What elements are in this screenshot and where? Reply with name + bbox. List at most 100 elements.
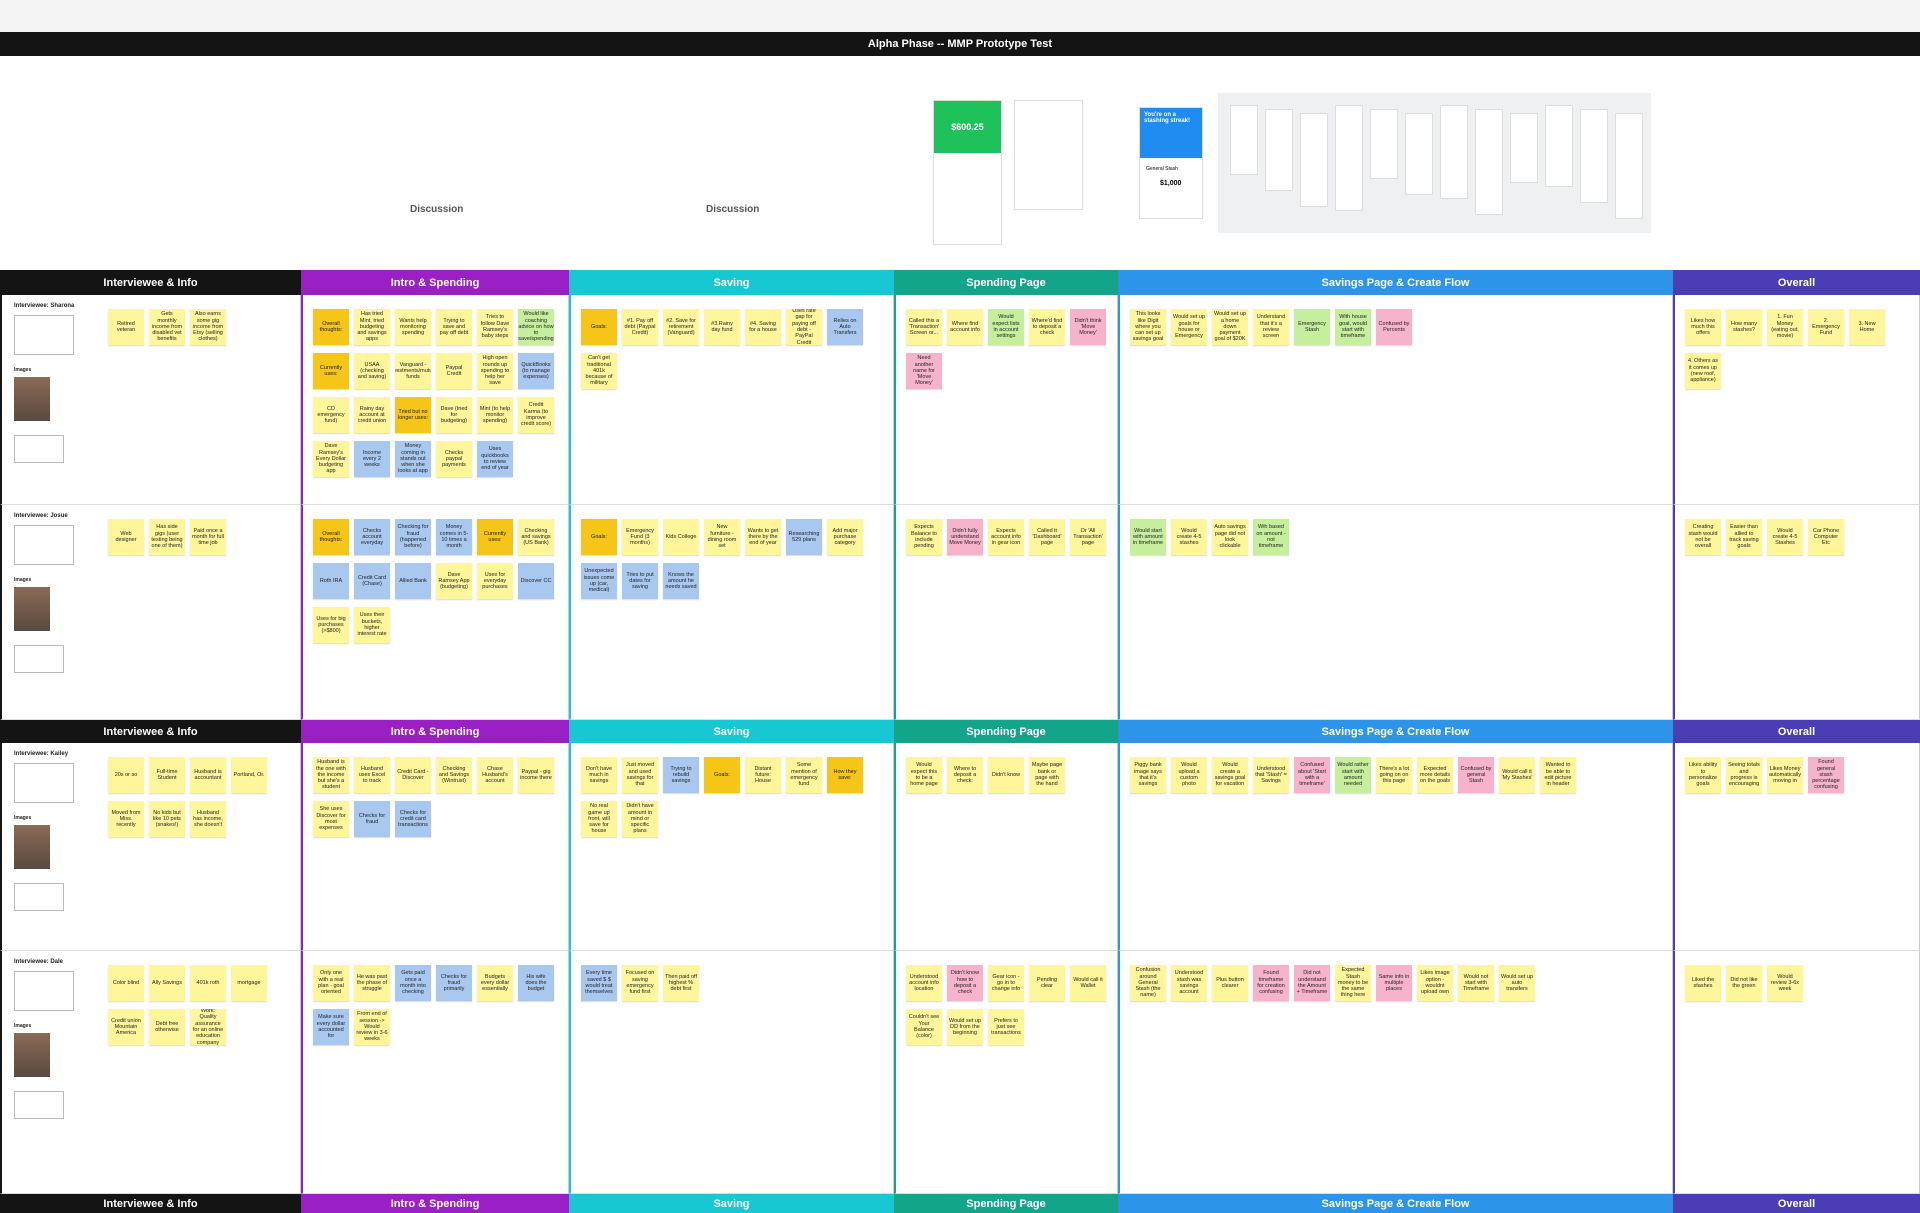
sticky-note: Make sure every dollar accounted for: [313, 1009, 349, 1045]
flow-thumbnail: [1230, 105, 1258, 175]
sticky-note: His wife does the budget: [518, 965, 554, 1001]
sticky-note: Just moved and used savings for that: [622, 757, 658, 793]
sticky-note: Add major purchase category: [827, 519, 863, 555]
sticky-note: Confused by Percents: [1376, 309, 1412, 345]
phone-mockup: $600.25: [933, 100, 1002, 245]
board-title: Alpha Phase -- MMP Prototype Test: [0, 32, 1920, 56]
sticky-note: Every time saved $ $ would treat themsel…: [581, 965, 617, 1001]
sticky-note: Would create 4-5 stashes: [1171, 519, 1207, 555]
sticky-note: Discover CC: [518, 563, 554, 599]
section-header: Saving: [569, 270, 894, 295]
notes-doc: [14, 883, 64, 911]
sticky-note: Gets paid once a month into checking: [395, 965, 431, 1001]
discussion-label: Discussion: [706, 204, 760, 215]
sticky-note: Emergency Fund (3 months): [622, 519, 658, 555]
sticky-note: Dave Ramsey's Every Dollar budgeting app: [313, 441, 349, 477]
sticky-note: She uses Discover for most expenses: [313, 801, 349, 837]
sticky-note: Can't get traditional 401k because of mi…: [581, 353, 617, 389]
sticky-note: Checks for fraud: [354, 801, 390, 837]
section-header: Spending Page: [894, 720, 1118, 743]
flow-thumbnail: [1615, 113, 1643, 219]
flow-thumbnail: [1265, 109, 1293, 191]
flow-thumbnail: [1545, 105, 1573, 187]
sticky-note: Goals:: [581, 309, 617, 345]
section-header: Overall: [1673, 720, 1920, 743]
section-header: Overall: [1673, 1194, 1920, 1213]
sticky-note: Likes how much this offers: [1685, 309, 1721, 345]
sticky-note: High open rounds up spending to help her…: [477, 353, 513, 389]
interviewee-photo: [14, 1033, 50, 1077]
sticky-note: Currently uses:: [313, 353, 349, 389]
sticky-note: Understood stash was savings account: [1171, 965, 1207, 1001]
sticky-note: Also earns some gig income from Etsy (se…: [190, 309, 226, 345]
sticky-note: He was past the phase of struggle: [354, 965, 390, 1001]
sticky-note: Uses for big purchases (>$800): [313, 607, 349, 643]
section-header: Savings Page & Create Flow: [1118, 720, 1673, 743]
sticky-note: Trying to save and pay off debt: [436, 309, 472, 345]
sticky-note: Retired veteran: [108, 309, 144, 345]
sticky-note: Didn't know how to deposit a check: [947, 965, 983, 1001]
sticky-note: 401k roth: [190, 965, 226, 1001]
sticky-note: Where to deposit a check:: [947, 757, 983, 793]
sticky-note: Goals:: [581, 519, 617, 555]
section-header: Spending Page: [894, 270, 1118, 295]
sticky-note: Checks paypal payments: [436, 441, 472, 477]
sticky-note: Expected Stash money to be the same thin…: [1335, 965, 1371, 1001]
sticky-note: Ally Savings: [149, 965, 185, 1001]
sticky-note: Found general stash percentage confusing: [1808, 757, 1844, 793]
sticky-note: Car Phone Computer Etc: [1808, 519, 1844, 555]
sticky-note: Emergency Stash: [1294, 309, 1330, 345]
interviewee-photo: [14, 587, 50, 631]
sticky-note: Wanted to be able to edit picture in hea…: [1540, 757, 1576, 793]
section-header: Interviewee & Info: [0, 1194, 301, 1213]
sticky-note: Would not start with Timeframe: [1458, 965, 1494, 1001]
phone-mockup: [1014, 100, 1083, 210]
notes-doc: [14, 435, 64, 463]
sticky-note: Debt free otherwise: [149, 1009, 185, 1045]
sticky-note: Only one with a real plan - goal oriente…: [313, 965, 349, 1001]
stash-name: General Stash: [1146, 166, 1178, 172]
info-doc: [14, 971, 74, 1011]
sticky-note: Would set up auto transfers: [1499, 965, 1535, 1001]
flow-thumbnail: [1405, 113, 1433, 195]
notes-doc: [14, 1091, 64, 1119]
sticky-note: Auto savings page did not look clickable: [1212, 519, 1248, 555]
sticky-note: Money coming in stands out when she look…: [395, 441, 431, 477]
sticky-note: Would create 4-5 Stashes: [1767, 519, 1803, 555]
sticky-note: Checking for fraud (happened before): [395, 519, 431, 555]
notes-doc: [14, 645, 64, 673]
sticky-note: Vanguard - investments/mutual funds: [395, 353, 431, 389]
sticky-note: Called this a 'Transaction' Screen or...: [906, 309, 942, 345]
streak-banner: You're on a stashing streak!: [1140, 108, 1202, 158]
sticky-note: Would rather start with amount needed: [1335, 757, 1371, 793]
section-header: Savings Page & Create Flow: [1118, 1194, 1673, 1213]
sticky-note: Didn't have amount in mind or specific p…: [622, 801, 658, 837]
sticky-note: Allied Bank: [395, 563, 431, 599]
balance: $600.25: [934, 101, 1001, 153]
sticky-note: Creating stash would not be overall: [1685, 519, 1721, 555]
sticky-note: Pending clear: [1029, 965, 1065, 1001]
sticky-note: Expects Balance to include pending: [906, 519, 942, 555]
sticky-note: Understood that 'Stash' = Savings: [1253, 757, 1289, 793]
interviewee-photo: [14, 825, 50, 869]
section-header: Interviewee & Info: [0, 270, 301, 295]
sticky-note: Confusion around General Stash (the name…: [1130, 965, 1166, 1001]
sticky-note: #2. Save for retirement (Vanguard): [663, 309, 699, 345]
images-label: Images: [14, 577, 32, 583]
sticky-note: Color blind: [108, 965, 144, 1001]
sticky-note: Chase Husband's account: [477, 757, 513, 793]
sticky-note: Work: Quality assurance for an online ed…: [190, 1009, 226, 1045]
flow-thumbnail: [1370, 109, 1398, 179]
sticky-note: Checking and Savings (Wintrust): [436, 757, 472, 793]
sticky-note: Expected more details on the goals: [1417, 757, 1453, 793]
sticky-note: Web designer: [108, 519, 144, 555]
section-header: Intro & Spending: [301, 1194, 569, 1213]
sticky-note: Income every 2 weeks: [354, 441, 390, 477]
sticky-note: Trying to rebuild savings: [663, 757, 699, 793]
sticky-note: Tries to follow Dave Ramsey's baby steps: [477, 309, 513, 345]
sticky-note: Didn't think 'Move Money': [1070, 309, 1106, 345]
sticky-note: Don't have much in savings: [581, 757, 617, 793]
images-label: Images: [14, 367, 32, 373]
section-header: Intro & Spending: [301, 270, 569, 295]
sticky-note: Husband uses Excel to track: [354, 757, 390, 793]
